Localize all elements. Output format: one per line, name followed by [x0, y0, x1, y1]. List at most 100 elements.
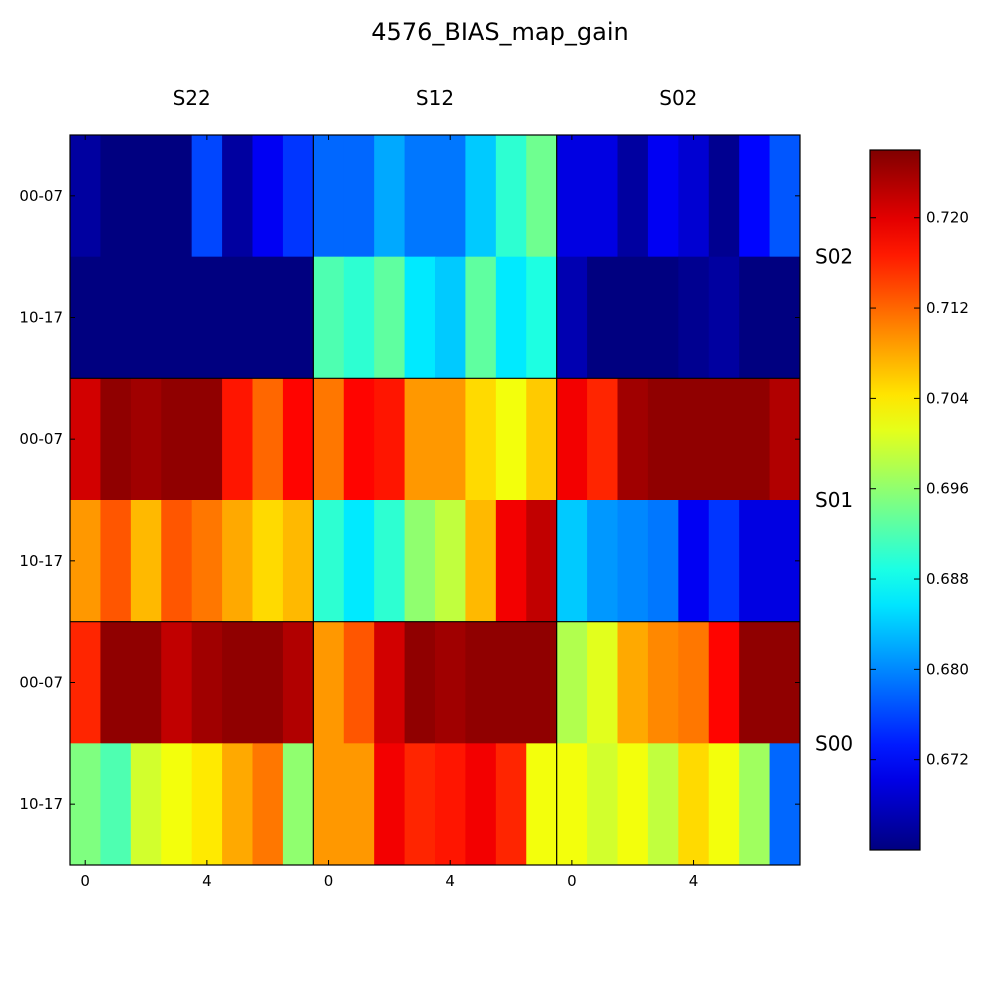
- heatmap-cell: [100, 256, 132, 379]
- heatmap-cell: [161, 256, 193, 379]
- heatmap-cell: [191, 378, 223, 501]
- heatmap-cell: [222, 256, 253, 379]
- heatmap-cell: [130, 621, 162, 744]
- heatmap-cell: [587, 621, 618, 744]
- heatmap-cell: [222, 135, 253, 258]
- x-tick-label: 4: [689, 872, 699, 890]
- heatmap-cell: [161, 135, 193, 258]
- heatmap-cell: [191, 256, 223, 379]
- heatmap-cell: [556, 621, 588, 744]
- colorbar-tick-label: 0.688: [926, 570, 969, 588]
- heatmap-cell: [587, 378, 618, 501]
- heatmap-cell: [739, 256, 771, 379]
- heatmap-cell: [708, 378, 740, 501]
- x-tick-label: 4: [445, 872, 455, 890]
- heatmap-cell: [617, 135, 649, 258]
- column-group-label: S12: [416, 86, 454, 110]
- heatmap-cell: [222, 378, 253, 501]
- heatmap-cell: [495, 256, 527, 379]
- heatmap-cell: [678, 378, 710, 501]
- heatmap-cell: [739, 500, 771, 623]
- heatmap-cell: [708, 256, 740, 379]
- heatmap-cell: [282, 500, 314, 623]
- heatmap-cell: [100, 135, 132, 258]
- heatmap-cell: [374, 743, 406, 866]
- heatmap-cell: [587, 500, 618, 623]
- heatmap-cell: [282, 621, 314, 744]
- heatmap-cell: [374, 500, 406, 623]
- heatmap-cell: [70, 256, 101, 379]
- heatmap-cell: [252, 256, 284, 379]
- heatmap-cell: [374, 621, 406, 744]
- heatmap-cell: [222, 621, 253, 744]
- heatmap-cells: [70, 135, 801, 866]
- heatmap-cell: [130, 378, 162, 501]
- heatmap-cell: [252, 743, 284, 866]
- heatmap-cell: [404, 378, 436, 501]
- heatmap-cell: [313, 378, 345, 501]
- heatmap-cell: [617, 256, 649, 379]
- heatmap-cell: [587, 135, 618, 258]
- column-group-label: S22: [173, 86, 211, 110]
- x-tick-label: 0: [567, 872, 577, 890]
- heatmap-cell: [343, 378, 375, 501]
- heatmap-cell: [708, 743, 740, 866]
- heatmap-cell: [678, 135, 710, 258]
- x-tick-label: 0: [324, 872, 334, 890]
- heatmap-cell: [191, 500, 223, 623]
- heatmap-cell: [282, 256, 314, 379]
- heatmap-cell: [739, 743, 771, 866]
- heatmap-cell: [526, 743, 558, 866]
- column-group-labels: S22 S12 S02: [173, 86, 698, 110]
- heatmap-cell: [465, 621, 497, 744]
- heatmap-cell: [191, 135, 223, 258]
- heatmap-cell: [252, 135, 284, 258]
- heatmap-cell: [161, 743, 193, 866]
- heatmap-cell: [282, 743, 314, 866]
- heatmap-cell: [739, 135, 771, 258]
- heatmap-cell: [495, 743, 527, 866]
- row-tick-label: 00-07: [19, 674, 63, 692]
- heatmap-cell: [161, 621, 193, 744]
- heatmap-cell: [343, 621, 375, 744]
- heatmap-cell: [678, 743, 710, 866]
- heatmap-cell: [343, 135, 375, 258]
- heatmap-cell: [647, 621, 679, 744]
- heatmap-cell: [587, 256, 618, 379]
- row-group-label: S00: [815, 731, 853, 755]
- heatmap-cell: [252, 500, 284, 623]
- heatmap-cell: [374, 135, 406, 258]
- heatmap-cell: [100, 500, 132, 623]
- x-tick-label: 4: [202, 872, 212, 890]
- row-tick-label: 00-07: [19, 430, 63, 448]
- heatmap-cell: [495, 621, 527, 744]
- heatmap-cell: [374, 256, 406, 379]
- heatmap-cell: [678, 256, 710, 379]
- heatmap-cell: [556, 743, 588, 866]
- heatmap-cell: [739, 621, 771, 744]
- heatmap-cell: [70, 743, 101, 866]
- heatmap-cell: [100, 378, 132, 501]
- heatmap-cell: [313, 256, 345, 379]
- heatmap-cell: [161, 500, 193, 623]
- heatmap-cell: [495, 500, 527, 623]
- row-tick-label: 00-07: [19, 187, 63, 205]
- x-tick-labels: 0 4 0 4 0 4: [80, 872, 698, 890]
- heatmap-cell: [617, 743, 649, 866]
- heatmap-cell: [130, 500, 162, 623]
- chart-title: 4576_BIAS_map_gain: [371, 18, 628, 46]
- heatmap-cell: [708, 621, 740, 744]
- heatmap-cell: [282, 378, 314, 501]
- heatmap-cell: [374, 378, 406, 501]
- heatmap-cell: [647, 743, 679, 866]
- heatmap-cell: [526, 135, 558, 258]
- heatmap-cell: [191, 621, 223, 744]
- group-divider-lines: [69, 134, 801, 866]
- heatmap-cell: [678, 621, 710, 744]
- colorbar-gradient: [869, 149, 921, 851]
- heatmap-cell: [647, 378, 679, 501]
- heatmap-cell: [556, 378, 588, 501]
- colorbar-tick-label: 0.712: [926, 299, 969, 317]
- heatmap-cell: [343, 256, 375, 379]
- colorbar-tick-label: 0.704: [926, 389, 969, 407]
